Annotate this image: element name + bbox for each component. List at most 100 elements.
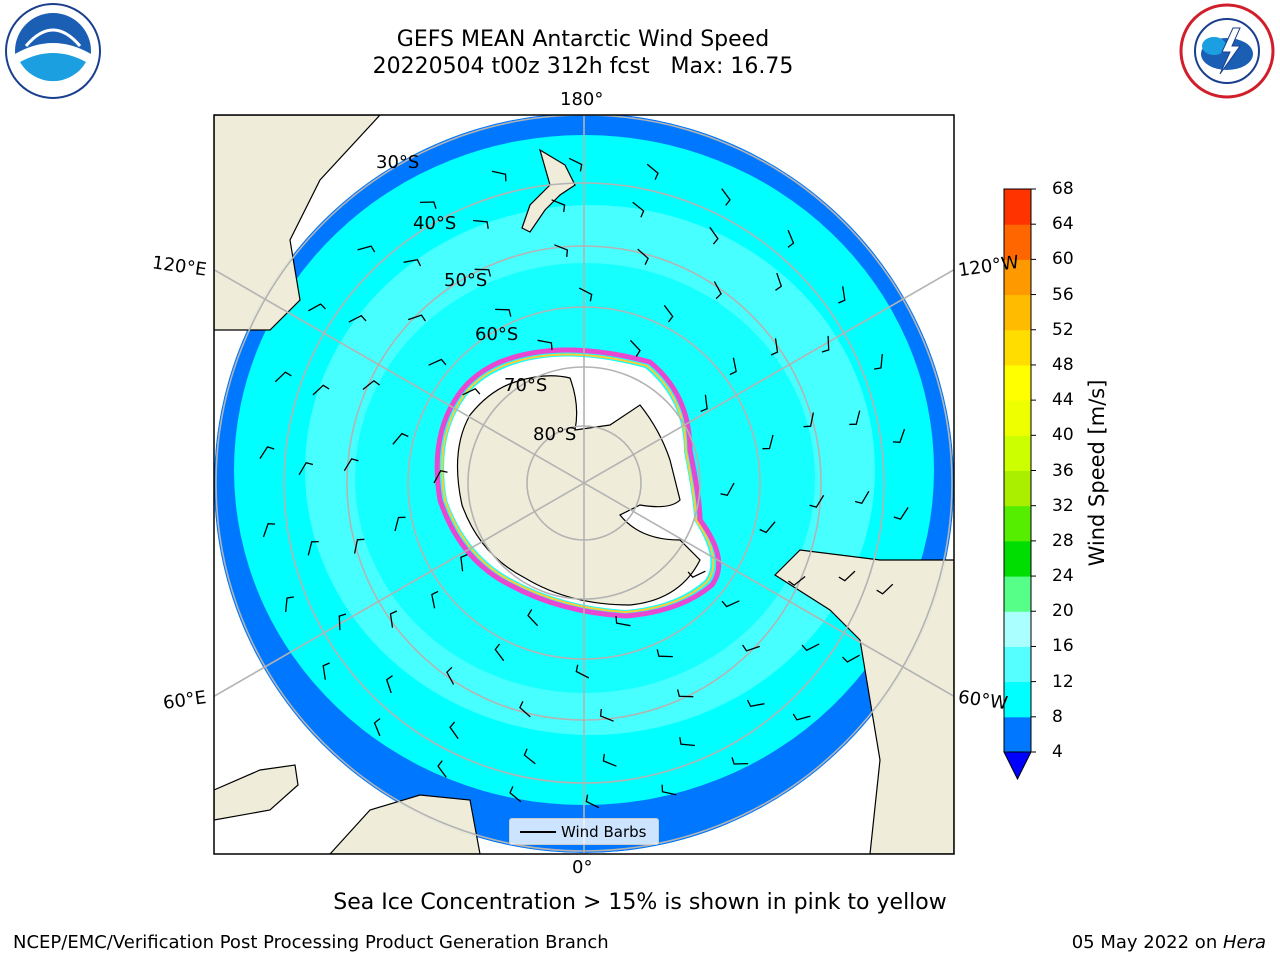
- colorbar-tick-label: 16: [1052, 636, 1074, 657]
- wind-barb: [873, 353, 883, 370]
- wind-barbs-legend: Wind Barbs: [509, 818, 659, 845]
- colorbar-segment: [1004, 716, 1031, 753]
- wind-barb: [307, 540, 319, 556]
- wind-barb: [433, 469, 448, 484]
- colorbar-tick-label: 4: [1052, 742, 1063, 762]
- wind-barb: [262, 523, 276, 538]
- colorbar-segment: [1004, 611, 1031, 647]
- wind-barb: [568, 157, 583, 172]
- wind-barb: [770, 338, 779, 356]
- wind-barb: [392, 432, 409, 445]
- colorbar-label: Wind Speed [m/s]: [1085, 379, 1109, 567]
- wind-barb: [629, 339, 641, 357]
- wind-barb: [491, 170, 507, 182]
- wind-barb: [892, 428, 906, 443]
- wind-barb: [602, 753, 617, 767]
- footer-date-text: 05 May 2022 on: [1071, 932, 1223, 953]
- wind-barb: [348, 314, 367, 323]
- wind-barb: [389, 610, 398, 628]
- wind-barb: [615, 616, 631, 627]
- colorbar-tick-label: 56: [1052, 284, 1074, 305]
- meridian-label-0: 0°: [572, 857, 593, 878]
- colorbar-tick-label: 60: [1052, 249, 1074, 270]
- parallel-label-60s: 60°S: [475, 324, 519, 345]
- wind-barb: [679, 737, 695, 747]
- colorbar-tick-label: 40: [1052, 425, 1074, 446]
- wind-barb: [838, 286, 846, 304]
- wind-barb: [687, 570, 706, 578]
- wind-barb: [854, 490, 870, 505]
- wind-barb: [792, 713, 811, 721]
- graticule: [214, 115, 954, 854]
- wind-barb: [661, 784, 677, 796]
- wind-barb: [509, 786, 522, 803]
- wind-barb: [721, 600, 740, 608]
- colorbar-tick-label: 24: [1052, 566, 1074, 587]
- wind-barb: [663, 304, 674, 323]
- noaa-logo: [5, 3, 101, 99]
- wind-barb: [700, 394, 708, 412]
- legend-label: Wind Barbs: [561, 823, 647, 841]
- wind-barb: [460, 554, 468, 572]
- wind-barb: [312, 384, 330, 396]
- wind-barb: [462, 388, 481, 396]
- wind-barb: [585, 794, 600, 809]
- sea-ice-fringe: [434, 347, 722, 619]
- colorbar-segment: [1004, 646, 1031, 683]
- wind-barb: [762, 434, 774, 450]
- colorbar-tick-label: 68: [1052, 179, 1074, 199]
- wind-barb: [578, 287, 593, 302]
- colorbar-segment: [1004, 540, 1031, 577]
- wind-barb: [495, 308, 512, 317]
- wind-barb: [523, 748, 536, 765]
- colorbar-segment: [1004, 364, 1031, 401]
- wind-barb: [632, 201, 645, 218]
- wind-barb: [731, 757, 749, 765]
- meridian-label-180: 180°: [560, 89, 604, 110]
- colorbar-tick-label: 36: [1052, 460, 1074, 481]
- wind-barb: [788, 575, 806, 587]
- wind-barb: [759, 521, 776, 534]
- colorbar-segment: [1004, 435, 1031, 471]
- chart-subtitle: 20220504 t00z 312h fcst Max: 16.75: [372, 54, 794, 79]
- colorbar-segment: [1004, 189, 1031, 225]
- colorbar-tick-label: 20: [1052, 601, 1074, 622]
- wind-barb: [428, 358, 447, 366]
- sea-ice-yellow: [441, 353, 715, 614]
- wind-barb: [322, 662, 330, 680]
- wind-barb: [842, 654, 860, 663]
- wind-barb: [876, 583, 894, 595]
- wind-barb: [676, 689, 694, 698]
- wind-barb: [709, 226, 719, 245]
- wind-barb: [656, 649, 673, 658]
- wind-barb: [575, 664, 590, 679]
- wind-barb: [494, 643, 505, 662]
- legend-line-sample: [520, 831, 556, 833]
- wind-barb: [394, 516, 406, 532]
- wind-barb: [259, 446, 275, 459]
- wind-barb: [519, 701, 531, 718]
- wind-barb: [537, 339, 553, 350]
- colorbar-segment: [1004, 329, 1031, 366]
- colorbar-tick-label: 52: [1052, 319, 1074, 340]
- colorbar-tick-label: 12: [1052, 671, 1074, 692]
- sea-ice-caption: Sea Ice Concentration > 15% is shown in …: [333, 890, 947, 915]
- wind-barb: [437, 760, 447, 778]
- wind-barb: [274, 371, 292, 383]
- colorbar-segment: [1004, 681, 1031, 718]
- colorbar-segment: [1004, 294, 1031, 331]
- map-frame: [213, 114, 955, 855]
- colorbar-segment: [1004, 259, 1031, 296]
- parallel-label-80s: 80°S: [533, 424, 577, 445]
- wind-barb: [713, 281, 722, 300]
- wind-barb: [343, 458, 359, 472]
- antarctica-land: [456, 375, 701, 606]
- wind-barb: [431, 590, 439, 609]
- wind-barbs: [259, 157, 909, 809]
- wind-barb: [775, 272, 783, 291]
- colorbar-segment: [1004, 505, 1031, 542]
- wind-barb: [338, 613, 347, 631]
- wind-barb: [720, 482, 735, 497]
- footer-machine: Hera: [1222, 932, 1266, 953]
- wind-barb: [742, 644, 761, 652]
